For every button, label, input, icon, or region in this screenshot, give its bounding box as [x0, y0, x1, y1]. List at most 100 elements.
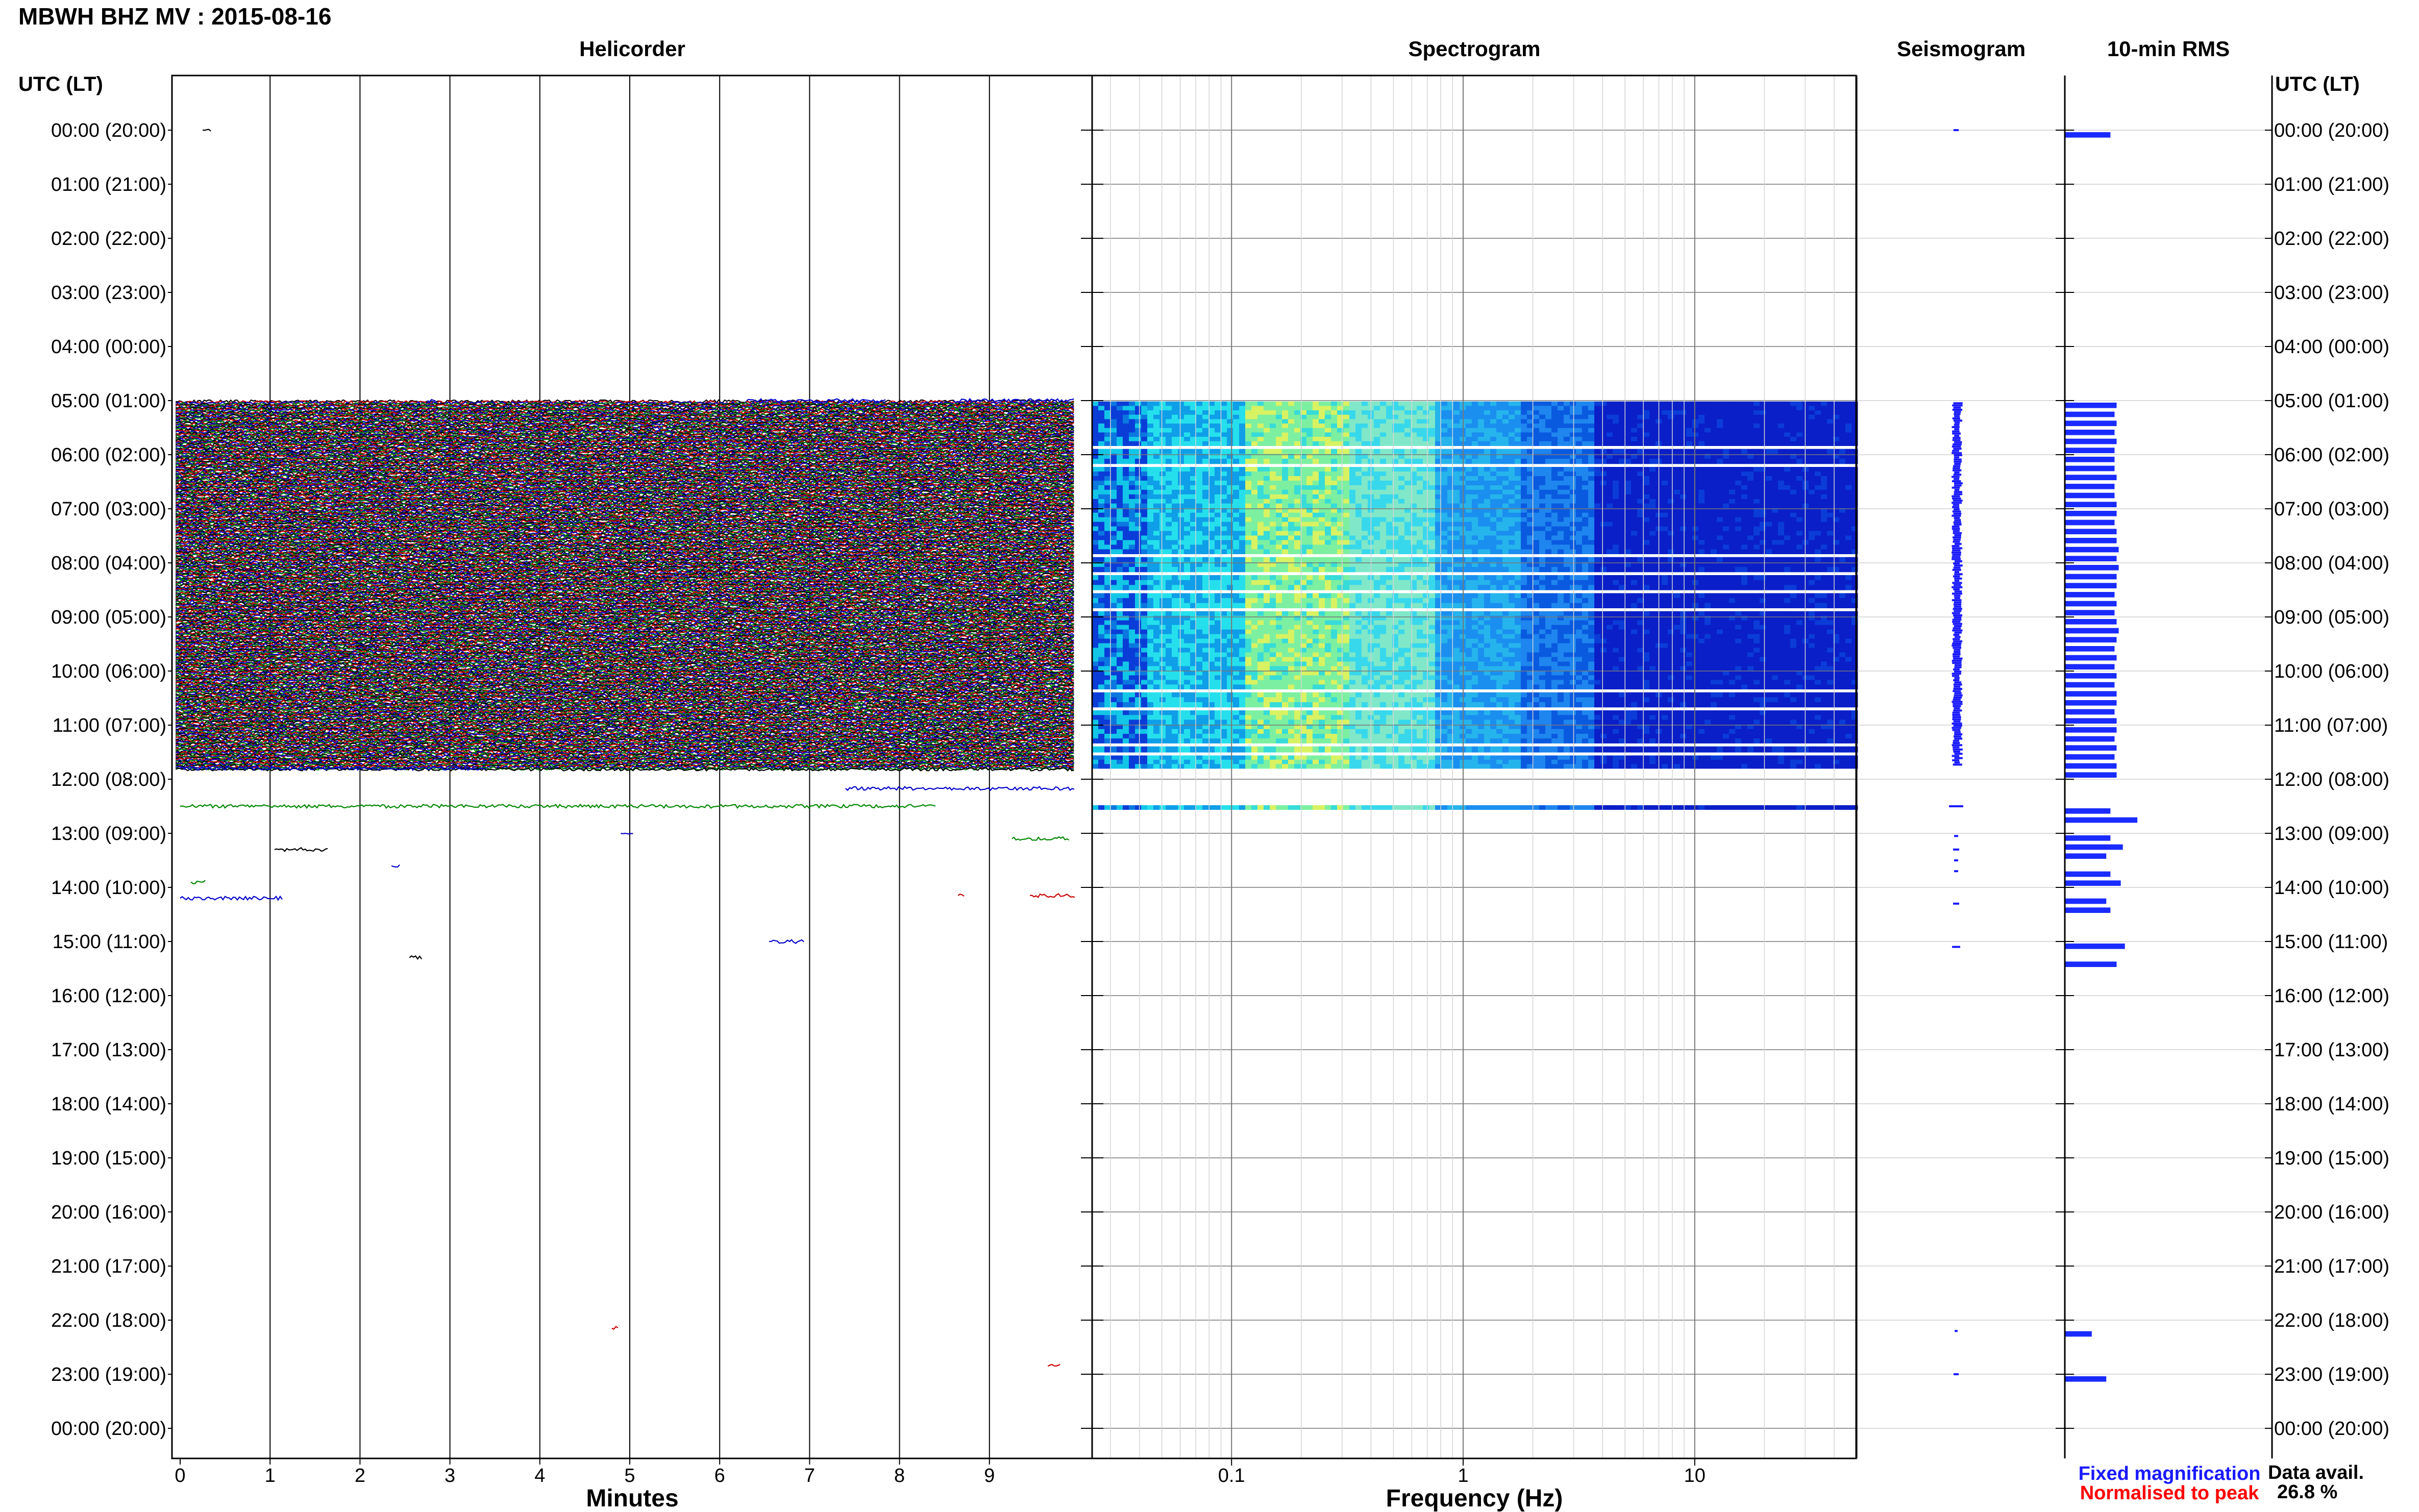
- spectrogram-cell: [1153, 562, 1160, 567]
- spectrogram-cell: [1637, 489, 1644, 495]
- spectrogram-cell: [1484, 522, 1491, 527]
- spectrogram-cell: [1852, 567, 1858, 573]
- spectrogram-cell: [1208, 454, 1215, 459]
- spectrogram-cell: [1809, 535, 1815, 541]
- spectrogram-cell: [1166, 522, 1172, 527]
- spectrogram-cell: [1533, 535, 1540, 541]
- spectrogram-cell: [1496, 531, 1503, 536]
- spectrogram-cell: [1680, 476, 1687, 481]
- spectrogram-cell: [1564, 472, 1570, 477]
- spectrogram-cell: [1790, 428, 1797, 433]
- spectrogram-cell: [1129, 454, 1136, 459]
- spectrogram-cell: [1729, 454, 1736, 459]
- spectrogram-cell: [1355, 580, 1362, 585]
- spectrogram-cell: [1306, 480, 1313, 486]
- spectrogram-cell: [1766, 485, 1772, 490]
- spectrogram-cell: [1558, 410, 1564, 415]
- spectrogram-cell: [1711, 503, 1717, 509]
- spectrogram-cell: [1496, 472, 1503, 477]
- spectrogram-cell: [1564, 454, 1570, 459]
- spectrogram-cell: [1398, 454, 1405, 459]
- spectrogram-cell: [1270, 567, 1276, 573]
- spectrogram-cell: [1184, 428, 1191, 433]
- spectrogram-cell: [1607, 531, 1613, 536]
- spectrogram-cell: [1796, 441, 1803, 446]
- spectrogram-cell: [1784, 526, 1791, 532]
- spectrogram-cell: [1270, 441, 1276, 446]
- spectrogram-cell: [1607, 567, 1613, 573]
- spectrogram-cell: [1754, 503, 1760, 509]
- spectrogram-cell: [1760, 585, 1766, 590]
- spectrogram-cell: [1221, 428, 1227, 433]
- spectrogram-cell: [1760, 575, 1766, 581]
- spectrogram-cell: [1392, 406, 1399, 411]
- spectrogram-cell: [1778, 567, 1785, 573]
- spectrogram-cell: [1509, 476, 1515, 481]
- spectrogram-cell: [1404, 593, 1411, 599]
- spectrogram-cell: [1313, 406, 1319, 411]
- spectrogram-cell: [1668, 472, 1674, 477]
- spectrogram-cell: [1533, 562, 1540, 567]
- spectrogram-cell: [1264, 485, 1270, 490]
- spectrogram-cell: [1705, 549, 1711, 554]
- spectrogram-cell: [1392, 503, 1399, 509]
- spectrogram-cell: [1227, 557, 1233, 562]
- spectrogram-cell: [1692, 414, 1699, 419]
- spectrogram-cell: [1692, 480, 1699, 486]
- spectrogram-cell: [1613, 585, 1619, 590]
- spectrogram-cell: [1741, 557, 1748, 562]
- spectrogram-cell: [1172, 544, 1178, 550]
- spectrogram-cell: [1233, 512, 1240, 518]
- spectrogram-cell: [1533, 580, 1540, 585]
- spectrogram-cell: [1594, 489, 1601, 495]
- spectrogram-cell: [1600, 544, 1607, 550]
- spectrogram-cell: [1098, 432, 1105, 437]
- spectrogram-cell: [1227, 517, 1233, 523]
- rms-bar: [2065, 475, 2117, 480]
- spectrogram-cell: [1852, 424, 1858, 429]
- spectrogram-cell: [1815, 512, 1821, 518]
- spectrogram-cell: [1545, 467, 1552, 472]
- spectrogram-cell: [1288, 406, 1295, 411]
- spectrogram-cell: [1202, 437, 1209, 442]
- spectrogram-cell: [1202, 454, 1209, 459]
- spectrogram-cell: [1815, 562, 1821, 567]
- spectrogram-cell: [1796, 517, 1803, 523]
- spectrogram-cell: [1637, 503, 1644, 509]
- spectrogram-cell: [1117, 476, 1123, 481]
- spectrogram-cell: [1613, 522, 1619, 527]
- spectrogram-cell: [1790, 567, 1797, 573]
- spectrogram-cell: [1319, 557, 1325, 562]
- spectrogram-cell: [1441, 480, 1448, 486]
- spectrogram-cell: [1325, 437, 1331, 442]
- spectrogram-cell: [1435, 489, 1442, 495]
- spectrogram-cell: [1735, 454, 1742, 459]
- spectrogram-cell: [1833, 517, 1840, 523]
- spectrogram-cell: [1117, 489, 1123, 495]
- spectrogram-cell: [1239, 540, 1246, 545]
- spectrogram-cell: [1288, 419, 1295, 424]
- spectrogram-cell: [1564, 575, 1570, 581]
- spectrogram-cell: [1447, 508, 1454, 513]
- spectrogram-cell: [1404, 472, 1411, 477]
- spectrogram-cell: [1821, 575, 1828, 581]
- spectrogram-cell: [1821, 472, 1828, 477]
- spectrogram-cell: [1729, 441, 1736, 446]
- spectrogram-cell: [1208, 557, 1215, 562]
- spectrogram-cell: [1282, 441, 1289, 446]
- spectrogram-cell: [1723, 472, 1730, 477]
- spectrogram-cell: [1386, 549, 1393, 554]
- spectrogram-cell: [1496, 562, 1503, 567]
- spectrogram-cell: [1496, 428, 1503, 433]
- spectrogram-cell: [1790, 544, 1797, 550]
- spectrogram-cell: [1637, 494, 1644, 500]
- spectrogram-cell: [1239, 459, 1246, 464]
- spectrogram-cell: [1221, 437, 1227, 442]
- spectrogram-cell: [1717, 428, 1723, 433]
- spectrogram-cell: [1147, 454, 1154, 459]
- spectrogram-cell: [1264, 540, 1270, 545]
- spectrogram-cell: [1153, 540, 1160, 545]
- spectrogram-cell: [1129, 549, 1136, 554]
- spectrogram-cell: [1288, 485, 1295, 490]
- spectrogram-cell: [1190, 406, 1197, 411]
